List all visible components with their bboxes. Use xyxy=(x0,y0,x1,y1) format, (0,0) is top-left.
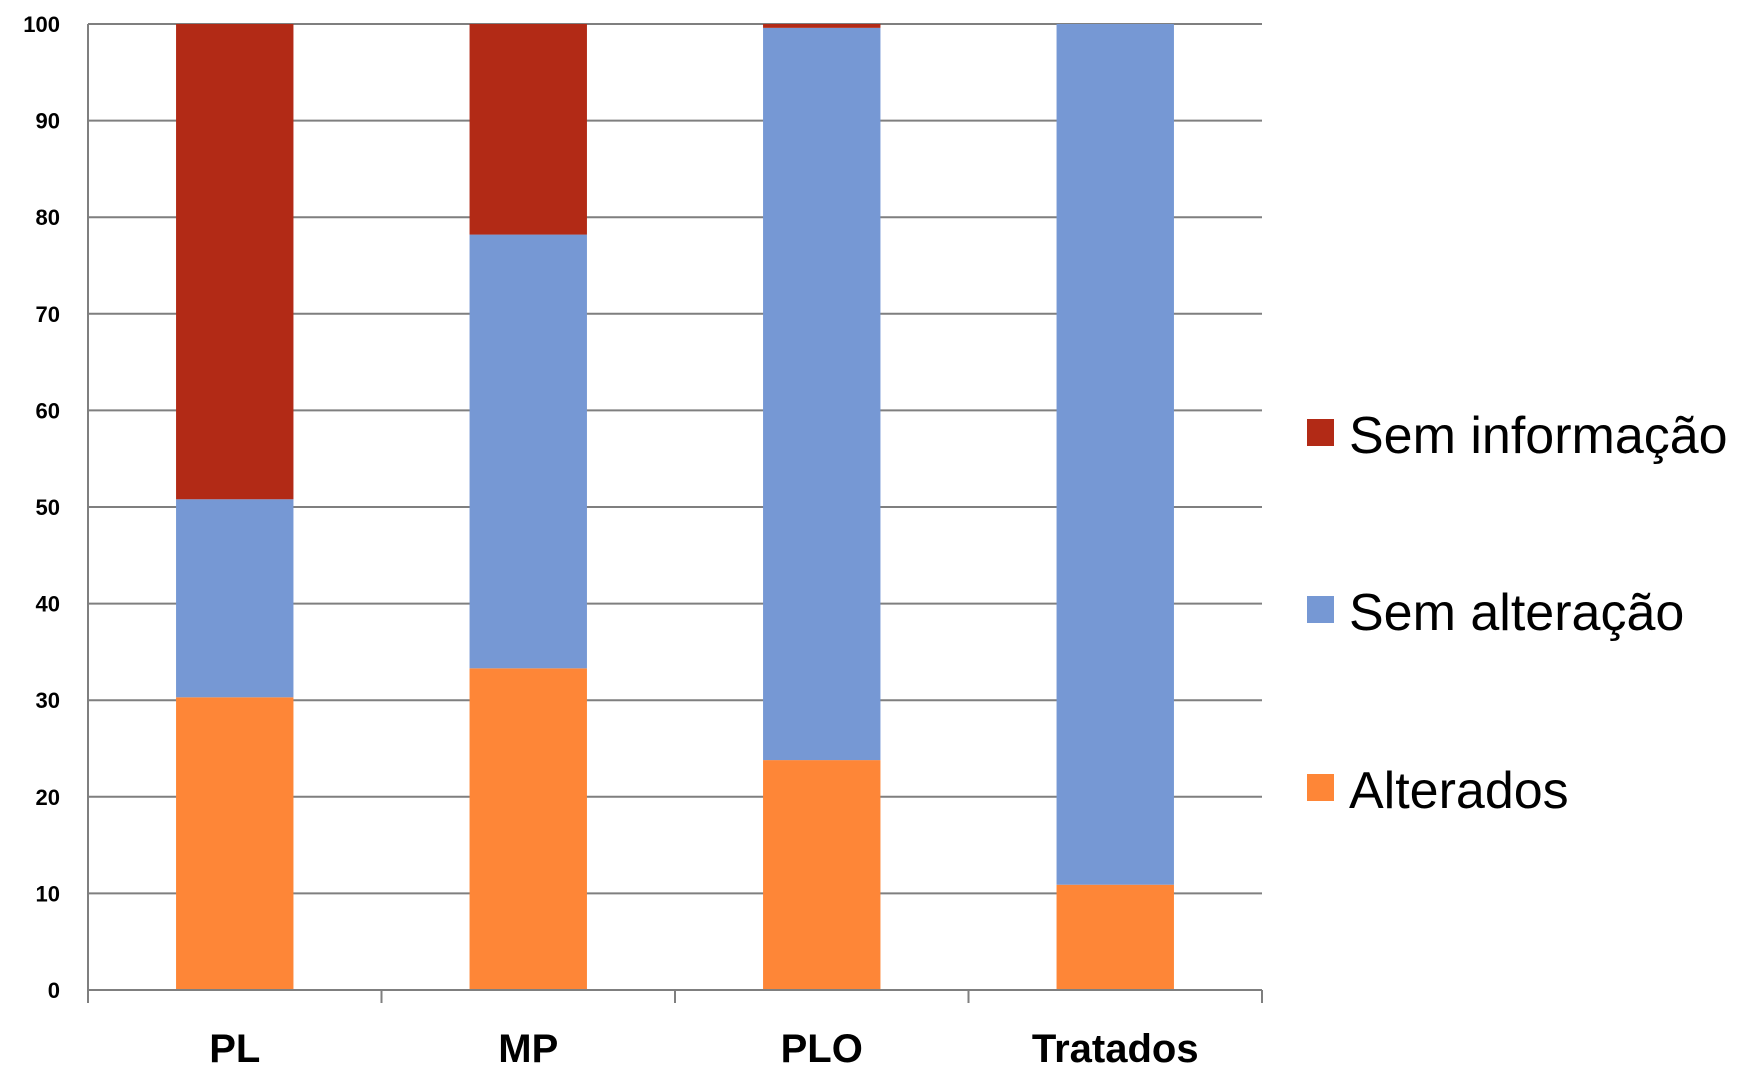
bar-segment-plo-series-0 xyxy=(763,760,881,990)
bar-segment-plo-series-2 xyxy=(763,24,881,28)
x-category-label: PL xyxy=(209,1027,260,1069)
bar-segment-pl-series-2 xyxy=(176,24,294,500)
bars xyxy=(176,24,1174,990)
y-tick-label: 40 xyxy=(36,592,60,617)
x-axis xyxy=(87,989,1263,1003)
legend-label: Sem alteração xyxy=(1349,584,1684,642)
legend-swatch xyxy=(1307,596,1334,623)
y-tick-label: 60 xyxy=(36,398,60,423)
y-tick-label: 20 xyxy=(36,785,60,810)
y-tick-label: 0 xyxy=(48,978,60,1003)
y-tick-label: 70 xyxy=(36,302,60,327)
bar-segment-mp-series-1 xyxy=(469,234,587,669)
legend-swatch xyxy=(1307,774,1334,801)
legend-label: Sem informação xyxy=(1349,407,1728,465)
bar-segment-mp-series-2 xyxy=(469,24,587,235)
bar-segment-tratados-series-0 xyxy=(1056,884,1174,990)
bar-segment-mp-series-0 xyxy=(469,668,587,990)
y-axis-tick-labels: 0 10 20 30 40 50 60 70 80 90 100 xyxy=(23,12,60,1003)
x-category-label: Tratados xyxy=(1032,1027,1199,1069)
y-tick-label: 90 xyxy=(36,109,60,134)
x-category-label: PLO xyxy=(781,1027,863,1069)
x-axis-category-labels: PL MP PLO Tratados xyxy=(209,1027,1198,1069)
legend-label: Alterados xyxy=(1349,762,1569,820)
y-tick-label: 80 xyxy=(36,205,60,230)
bar-segment-plo-series-1 xyxy=(763,27,881,761)
y-tick-label: 50 xyxy=(36,495,60,520)
bar-segment-tratados-series-1 xyxy=(1056,24,1174,885)
y-tick-label: 30 xyxy=(36,688,60,713)
bar-segment-pl-series-1 xyxy=(176,499,294,698)
y-tick-label: 10 xyxy=(36,881,60,906)
bar-segment-pl-series-0 xyxy=(176,697,294,990)
y-tick-label: 100 xyxy=(23,12,60,37)
legend-swatch xyxy=(1307,419,1334,446)
x-category-label: MP xyxy=(498,1027,558,1069)
legend: Sem informação Sem alteração Alterados xyxy=(1307,407,1728,820)
